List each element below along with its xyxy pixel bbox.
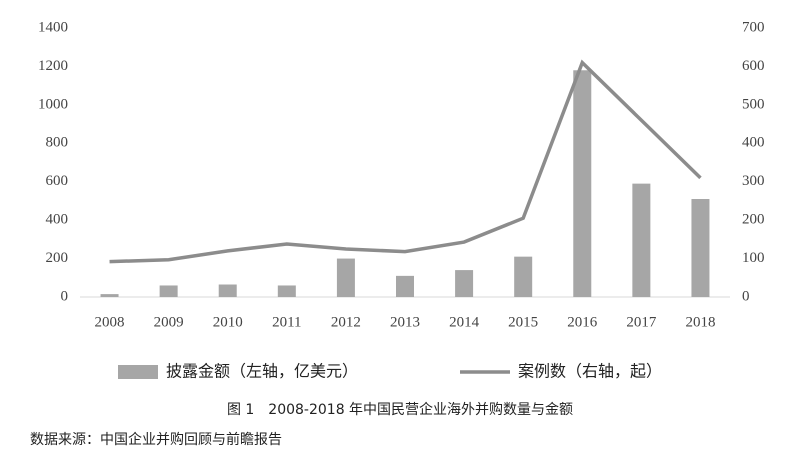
y-tick-label: 800: [46, 135, 69, 151]
bar: [159, 285, 178, 297]
legend-label: 案例数（右轴，起）: [518, 362, 662, 381]
legend-label: 披露金额（左轴，亿美元）: [166, 362, 358, 381]
y-tick-label: 0: [61, 288, 69, 304]
y2-tick-label: 400: [742, 135, 765, 151]
x-tick-label: 2013: [390, 314, 420, 330]
y-tick-label: 200: [46, 250, 69, 266]
x-tick-label: 2009: [154, 314, 184, 330]
y-tick-label: 1400: [38, 19, 68, 35]
x-tick-label: 2011: [272, 314, 301, 330]
y2-tick-label: 300: [742, 173, 765, 189]
y2-tick-label: 600: [742, 58, 765, 74]
bar: [100, 294, 119, 297]
bar: [218, 284, 237, 297]
bar: [455, 270, 474, 297]
bar: [573, 70, 592, 298]
y2-tick-label: 0: [742, 288, 750, 304]
y2-tick-label: 500: [742, 96, 765, 112]
x-tick-label: 2018: [685, 314, 715, 330]
x-tick-label: 2008: [95, 314, 125, 330]
bar: [691, 199, 710, 297]
y-tick-label: 1000: [38, 96, 68, 112]
bar: [277, 285, 296, 297]
bar: [632, 183, 651, 297]
y2-tick-label: 200: [742, 212, 765, 228]
y-tick-label: 600: [46, 173, 69, 189]
x-tick-label: 2012: [331, 314, 361, 330]
x-tick-label: 2015: [508, 314, 538, 330]
x-tick-label: 2016: [567, 314, 598, 330]
bar: [336, 258, 355, 297]
y2-tick-label: 100: [742, 250, 765, 266]
line: [109, 59, 702, 264]
source-note: 数据来源：中国企业并购回顾与前瞻报告: [30, 431, 282, 448]
x-tick-label: 2017: [626, 314, 657, 330]
y2-tick-label: 700: [742, 19, 765, 35]
y-tick-label: 1200: [38, 58, 68, 74]
chart-title: 图 1 2008-2018 年中国民营企业海外并购数量与金额: [227, 401, 573, 418]
x-tick-label: 2010: [213, 314, 243, 330]
y-tick-label: 400: [46, 212, 69, 228]
legend-swatch: [118, 365, 158, 379]
x-tick-label: 2014: [449, 314, 480, 330]
bar: [396, 275, 414, 297]
bar: [514, 256, 533, 297]
